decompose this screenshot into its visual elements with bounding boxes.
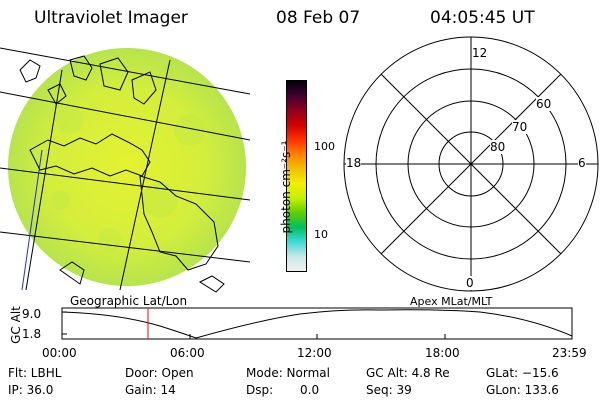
altitude-ytick-9: 9.0 xyxy=(22,307,42,321)
altitude-plot xyxy=(61,307,573,340)
glat-status: GLat: −15.6 xyxy=(486,366,559,380)
colorbar-tick-100: 100 xyxy=(314,140,335,153)
glon-status: GLon: 133.6 xyxy=(486,383,559,397)
mode-status: Mode: Normal xyxy=(246,366,330,380)
mlt-label-6: 6 xyxy=(578,156,586,170)
mlat-label-70: 70 xyxy=(512,120,528,134)
mlat-label-80: 80 xyxy=(490,140,506,154)
gc-alt-status: GC Alt: 4.8 Re xyxy=(366,366,450,380)
altitude-xtick-0000: 00:00 xyxy=(42,346,77,360)
ip-status: IP: 36.0 xyxy=(8,383,54,397)
time-label: 04:05:45 UT xyxy=(430,8,535,28)
geographic-label: Geographic Lat/Lon xyxy=(70,294,188,308)
gain-status: Gain: 14 xyxy=(125,383,176,397)
altitude-xtick-2359: 23:59 xyxy=(552,346,587,360)
date-label: 08 Feb 07 xyxy=(276,8,361,28)
terminator-line xyxy=(21,149,43,291)
door-status: Door: Open xyxy=(125,366,194,380)
altitude-ylabel: GC Alt xyxy=(9,306,23,344)
dsp-status-label: Dsp: xyxy=(246,383,274,397)
altitude-ytick-1-8: 1.8 xyxy=(22,327,42,341)
colorbar xyxy=(286,80,307,272)
app-title: Ultraviolet Imager xyxy=(34,8,188,28)
apex-label: Apex MLat/MLT xyxy=(410,295,493,308)
earth-disc xyxy=(8,48,246,286)
seq-status: Seq: 39 xyxy=(366,383,412,397)
filter-status: Flt: LBHL xyxy=(8,366,62,380)
altitude-xtick-1800: 18:00 xyxy=(425,346,460,360)
colorbar-unit-label: photon cm⁻²s⁻¹ xyxy=(279,140,293,234)
altitude-xtick-0600: 06:00 xyxy=(170,346,205,360)
uv-image-panel xyxy=(0,47,251,293)
altitude-curve xyxy=(61,309,573,339)
polar-plot xyxy=(343,36,599,292)
mlt-label-0: 0 xyxy=(466,276,474,290)
colorbar-tick-10: 10 xyxy=(314,228,328,241)
mlt-label-12: 12 xyxy=(472,46,488,60)
lat-lon-grid xyxy=(0,47,251,291)
mlat-label-60: 60 xyxy=(536,97,552,111)
coastline-outline xyxy=(19,55,225,293)
altitude-xtick-1200: 12:00 xyxy=(297,346,332,360)
dsp-status-value: 0.0 xyxy=(300,383,320,397)
mlt-label-18: 18 xyxy=(346,156,362,170)
